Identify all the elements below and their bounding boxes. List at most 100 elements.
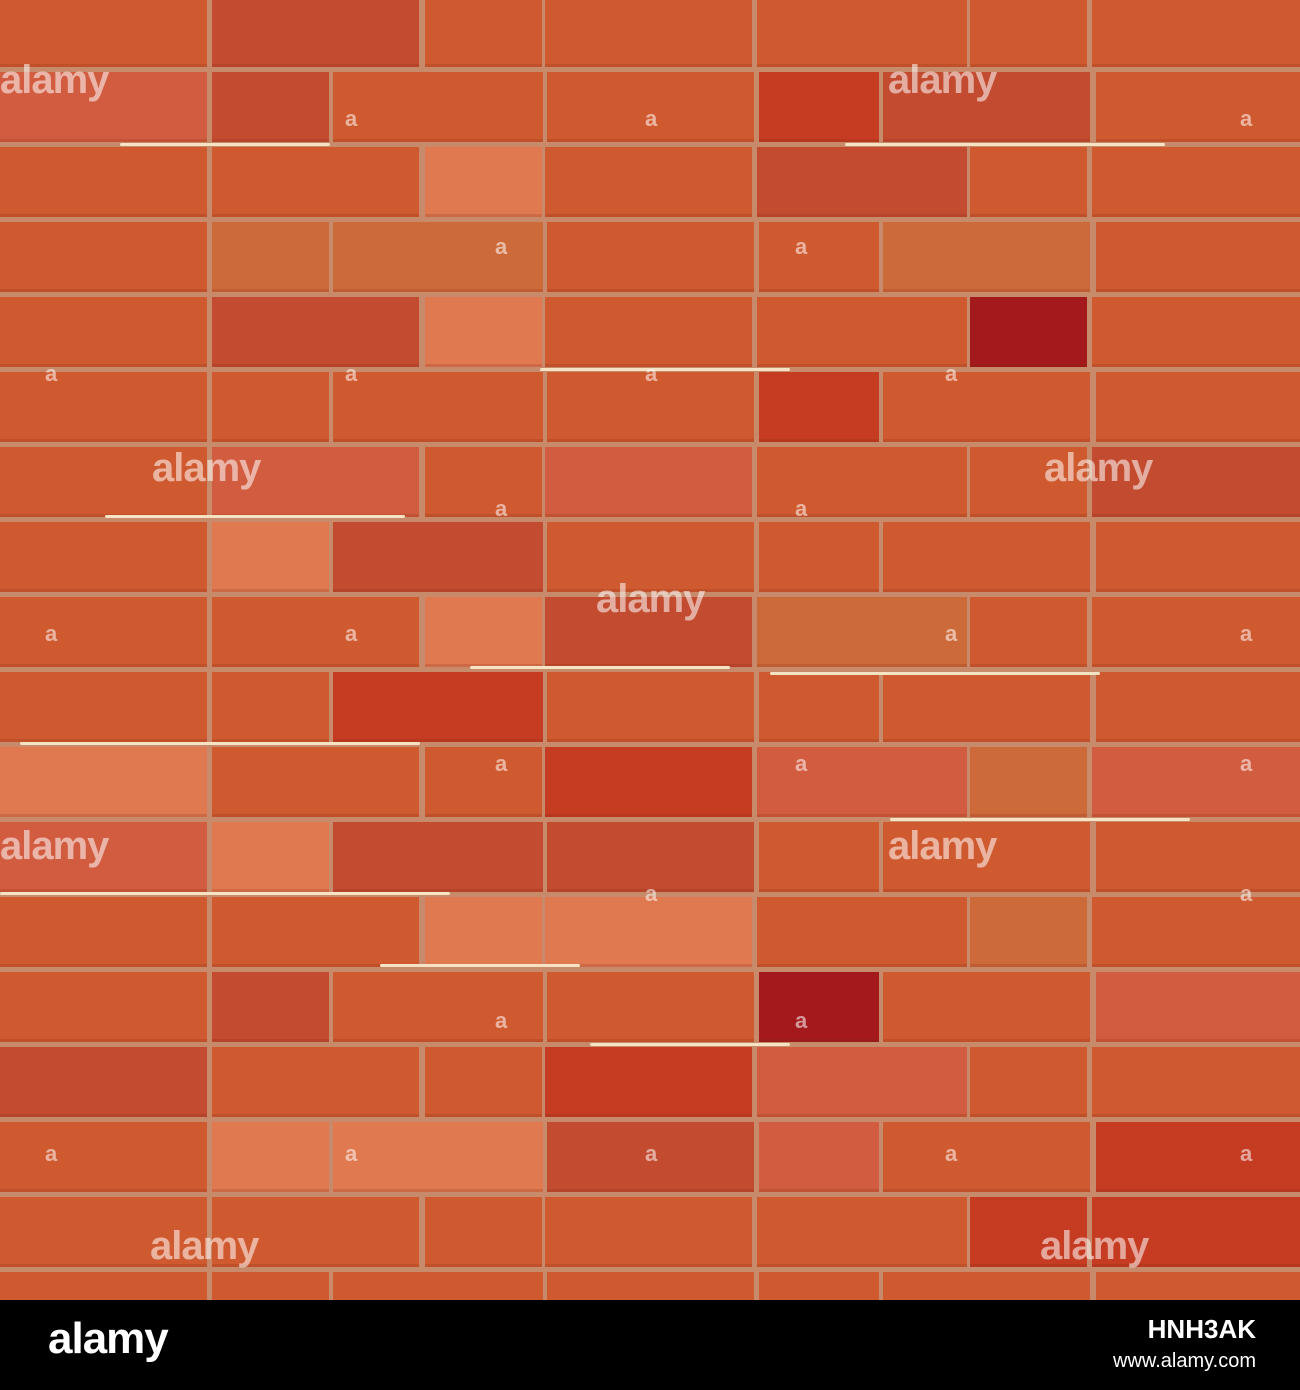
brick xyxy=(212,747,419,817)
brick xyxy=(425,1047,542,1117)
brick xyxy=(1092,747,1300,817)
watermark-footer-bar: alamy HNH3AK www.alamy.com xyxy=(0,1300,1300,1390)
brick xyxy=(0,372,207,442)
alamy-watermark-mark: a xyxy=(45,361,57,386)
brick xyxy=(970,1047,1087,1117)
alamy-watermark-mark: a xyxy=(345,106,357,131)
brick xyxy=(1096,522,1300,592)
brick xyxy=(759,72,879,142)
brick xyxy=(547,1272,754,1300)
brick xyxy=(757,447,967,517)
brick xyxy=(0,1047,207,1117)
alamy-watermark-mark: a xyxy=(795,1008,807,1033)
brick xyxy=(0,1272,207,1300)
alamy-watermark-mark: a xyxy=(1240,621,1252,646)
brick xyxy=(545,297,752,367)
alamy-watermark: alamy xyxy=(152,446,261,490)
brick xyxy=(1096,1272,1300,1300)
alamy-watermark: alamy xyxy=(0,58,109,102)
brick xyxy=(0,1197,207,1267)
brick xyxy=(1096,822,1300,892)
brick xyxy=(1096,672,1300,742)
brick xyxy=(425,447,542,517)
brick xyxy=(757,597,967,667)
brick xyxy=(759,1272,879,1300)
brick xyxy=(1092,0,1300,67)
brick xyxy=(759,1122,879,1192)
alamy-watermark-mark: a xyxy=(345,621,357,646)
brick xyxy=(545,1047,752,1117)
brick xyxy=(212,372,329,442)
brick xyxy=(545,747,752,817)
brick xyxy=(883,1272,1090,1300)
alamy-watermark-mark: a xyxy=(795,496,807,521)
brick xyxy=(970,597,1087,667)
brick xyxy=(883,972,1090,1042)
brick xyxy=(425,147,542,217)
brick xyxy=(333,222,543,292)
brick xyxy=(759,822,879,892)
brick xyxy=(212,1047,419,1117)
brick xyxy=(545,0,752,67)
alamy-watermark-mark: a xyxy=(495,1008,507,1033)
brick xyxy=(883,72,1090,142)
alamy-watermark: alamy xyxy=(1044,446,1153,490)
brick xyxy=(1092,447,1300,517)
brick xyxy=(0,297,207,367)
brick xyxy=(757,1197,967,1267)
alamy-watermark: alamy xyxy=(1040,1224,1149,1268)
brick xyxy=(970,747,1087,817)
brick xyxy=(212,672,329,742)
alamy-watermark-mark: a xyxy=(45,1141,57,1166)
mortar-crack xyxy=(380,964,580,967)
alamy-watermark-mark: a xyxy=(1240,1141,1252,1166)
brick xyxy=(883,222,1090,292)
brick xyxy=(547,522,754,592)
alamy-watermark-mark: a xyxy=(945,1141,957,1166)
brick xyxy=(333,522,543,592)
brick xyxy=(1092,897,1300,967)
brick xyxy=(212,297,419,367)
brick xyxy=(547,222,754,292)
alamy-watermark-mark: a xyxy=(1240,881,1252,906)
brick xyxy=(425,747,542,817)
mortar-crack xyxy=(0,892,450,895)
brick xyxy=(970,897,1087,967)
brick xyxy=(333,372,543,442)
alamy-watermark-mark: a xyxy=(645,106,657,131)
brick xyxy=(212,0,419,67)
brick xyxy=(883,522,1090,592)
brick xyxy=(425,0,542,67)
brick xyxy=(333,72,543,142)
alamy-watermark-mark: a xyxy=(495,751,507,776)
brick xyxy=(1096,1122,1300,1192)
brick xyxy=(0,747,207,817)
brick xyxy=(333,1122,543,1192)
brick xyxy=(547,972,754,1042)
brick xyxy=(0,147,207,217)
brick xyxy=(333,672,543,742)
alamy-logo: alamy xyxy=(48,1314,169,1363)
alamy-watermark-mark: a xyxy=(45,621,57,646)
alamy-watermark: alamy xyxy=(888,58,997,102)
alamy-watermark: alamy xyxy=(596,577,705,621)
brick xyxy=(212,447,419,517)
brick xyxy=(759,672,879,742)
brick xyxy=(545,147,752,217)
brick xyxy=(547,1122,754,1192)
mortar-crack xyxy=(770,672,1100,675)
brick xyxy=(757,147,967,217)
brick xyxy=(333,822,543,892)
brick-wall-image: alamy alamy alamy alamy alamy alamy alamy alamy… xyxy=(0,0,1300,1300)
brick xyxy=(970,147,1087,217)
brick xyxy=(1096,72,1300,142)
alamy-watermark-mark: a xyxy=(1240,106,1252,131)
brick xyxy=(1092,1197,1300,1267)
brick xyxy=(547,72,754,142)
brick xyxy=(425,597,542,667)
mortar-crack xyxy=(540,368,790,371)
brick xyxy=(759,372,879,442)
brick xyxy=(1096,222,1300,292)
mortar-crack xyxy=(20,742,420,745)
brick xyxy=(545,597,752,667)
